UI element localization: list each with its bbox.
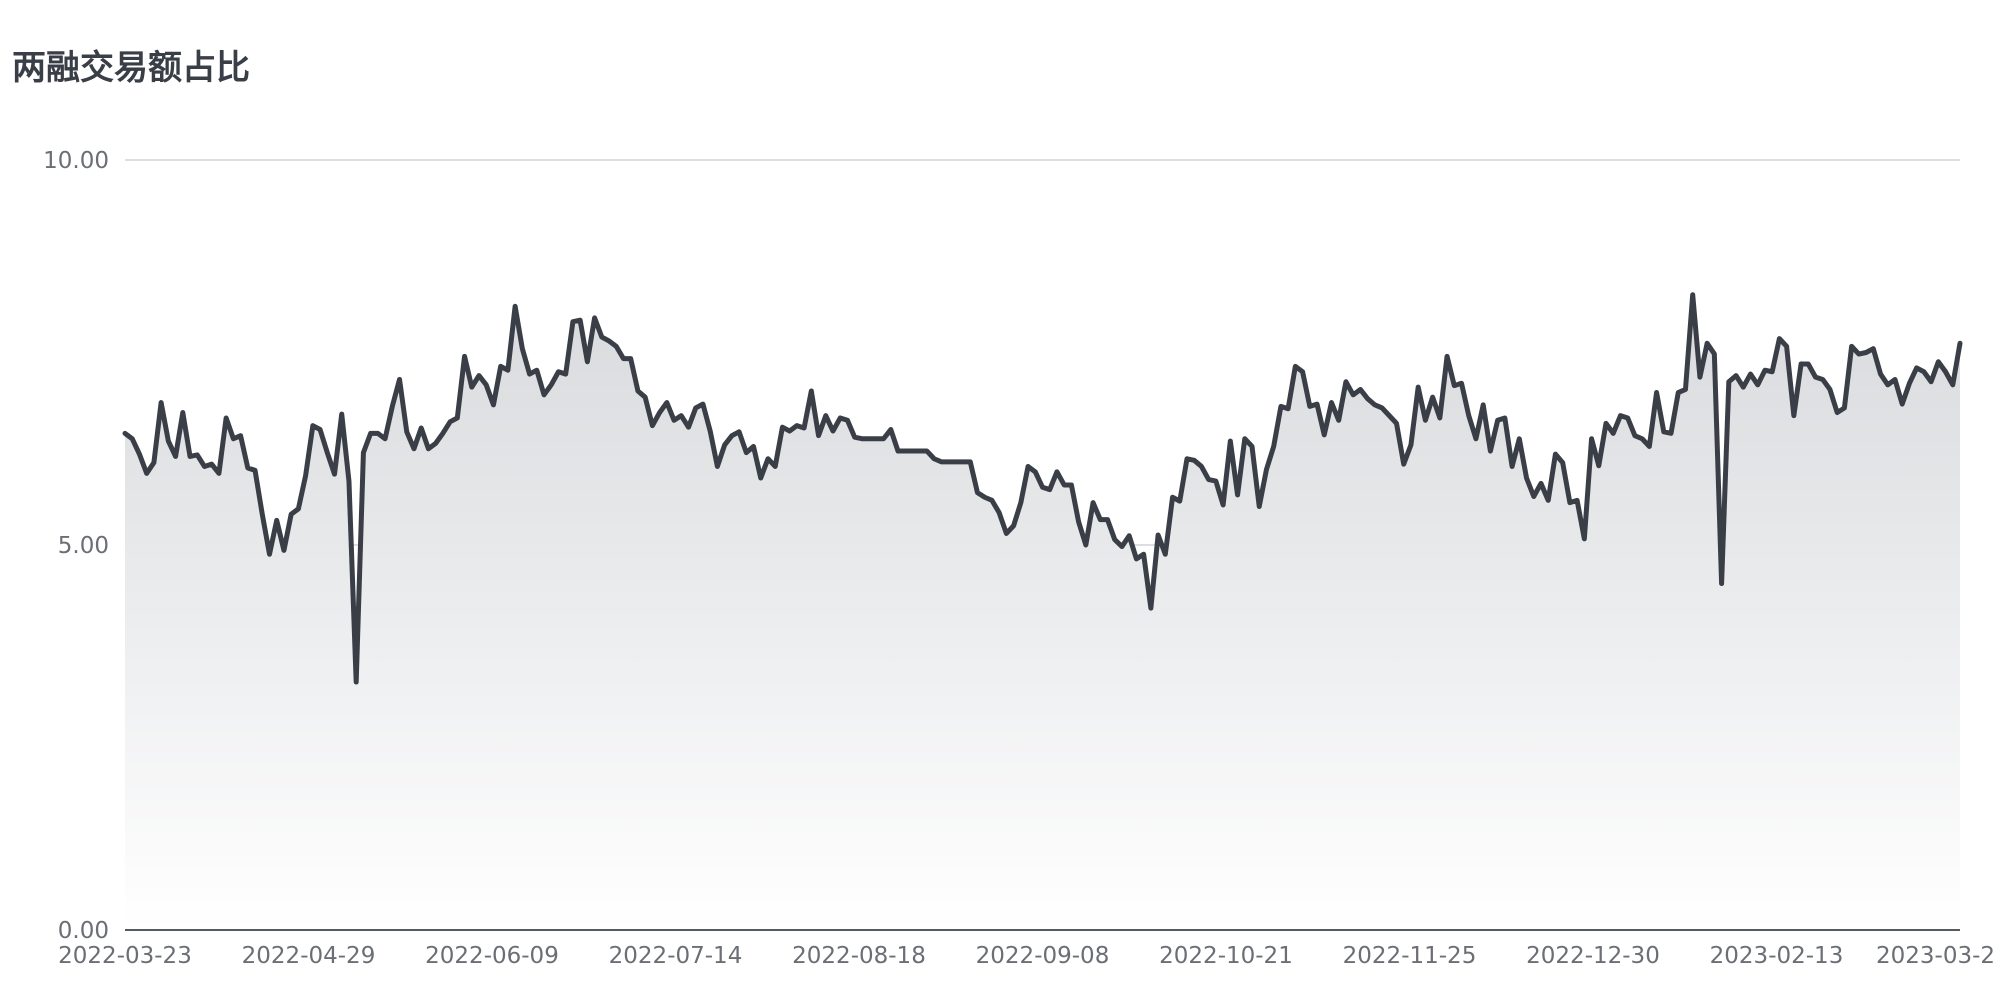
x-tick-label: 2022-12-30 [1526,943,1660,969]
x-tick-label: 2022-03-23 [58,943,192,969]
x-tick-label: 2023-02-13 [1710,943,1844,969]
series-line [122,292,1963,685]
x-tick-label: 2023-03-2 [1876,943,1995,969]
chart-title: 两融交易额占比 [12,48,250,88]
x-tick-label: 2022-08-18 [792,943,926,969]
y-tick-label: 10.00 [43,148,109,174]
x-tick-label: 2022-09-08 [976,943,1110,969]
area-fill-group [125,294,1960,930]
series-line-group [122,292,1963,685]
x-tick-label: 2022-07-14 [609,943,743,969]
area-fill [125,294,1960,930]
x-tick-label: 2022-11-25 [1343,943,1477,969]
x-tick-label: 2022-06-09 [425,943,559,969]
x-tick-label: 2022-04-29 [242,943,376,969]
y-tick-label: 5.00 [58,533,109,559]
y-tick-labels: 0.00 5.00 10.00 [43,148,109,944]
y-tick-label: 0.00 [58,918,109,944]
x-tick-labels: 2022-03-23 2022-04-29 2022-06-09 2022-07-14… [58,943,1995,969]
x-tick-label: 2022-10-21 [1159,943,1293,969]
